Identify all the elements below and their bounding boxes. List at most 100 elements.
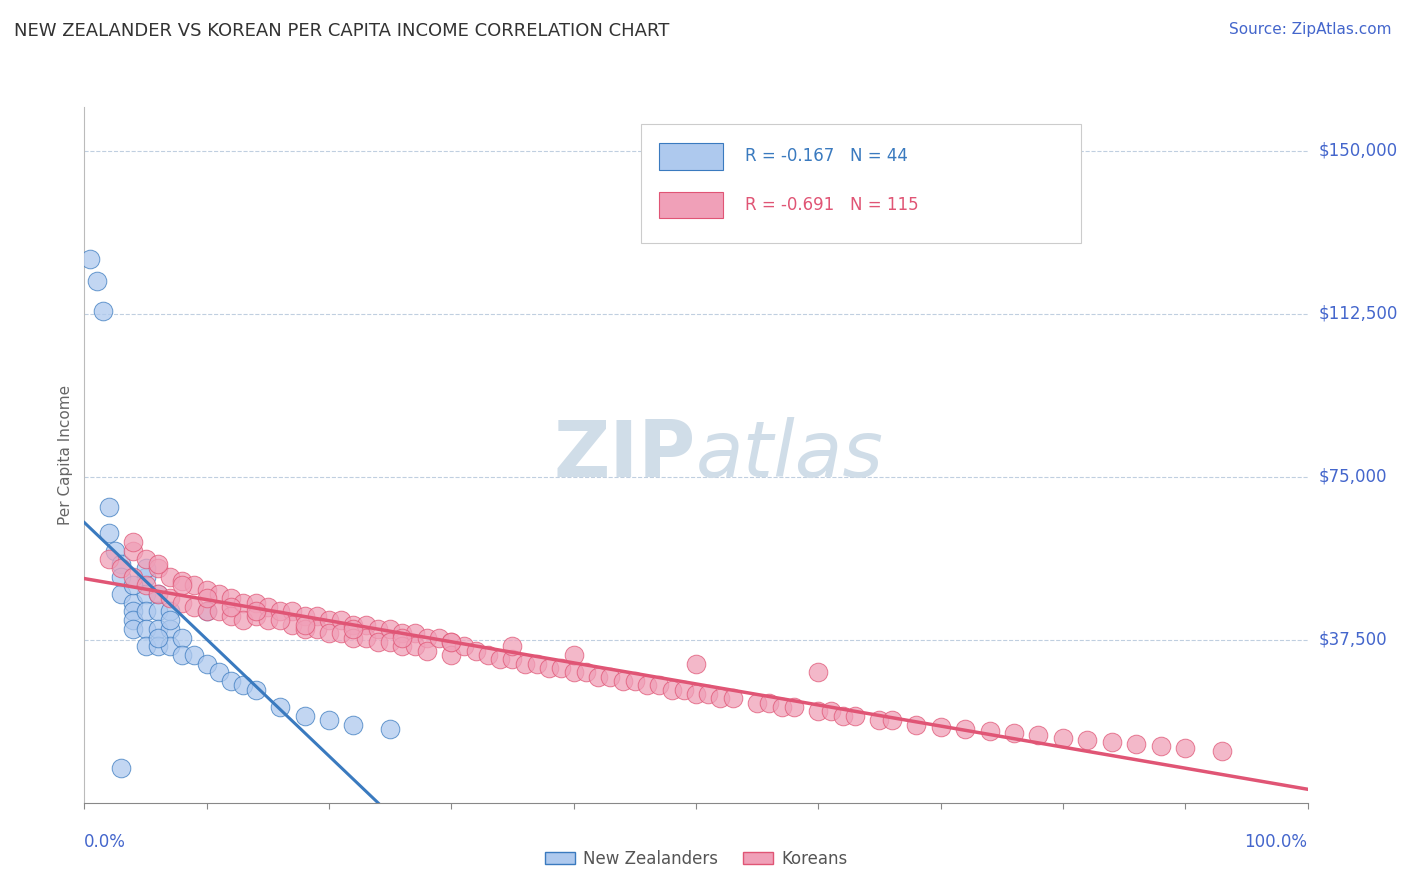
Point [1101, 735, 1123, 749]
Point [146, 557, 169, 571]
Point [110, 570, 132, 584]
Point [367, 635, 389, 649]
Point [562, 665, 585, 680]
Point [526, 657, 548, 671]
Point [440, 648, 463, 662]
Point [110, 557, 132, 571]
Point [195, 582, 218, 597]
Point [305, 608, 328, 623]
Point [1076, 732, 1098, 747]
Point [135, 561, 157, 575]
Point [183, 648, 205, 662]
Point [575, 665, 598, 680]
Point [562, 648, 585, 662]
Point [416, 631, 439, 645]
Point [380, 622, 402, 636]
Point [172, 574, 194, 588]
Point [599, 670, 621, 684]
Legend: New Zealanders, Koreans: New Zealanders, Koreans [538, 843, 853, 874]
Point [330, 613, 353, 627]
Point [685, 687, 707, 701]
Point [624, 674, 647, 689]
Point [208, 605, 231, 619]
Point [269, 700, 291, 714]
Point [404, 626, 426, 640]
Point [501, 639, 523, 653]
Point [1052, 731, 1074, 745]
Point [880, 713, 903, 727]
Point [697, 687, 720, 701]
Point [135, 570, 157, 584]
Point [159, 605, 181, 619]
Point [219, 591, 242, 606]
Point [135, 622, 157, 636]
Point [685, 657, 707, 671]
Text: $37,500: $37,500 [1319, 631, 1388, 648]
Point [1125, 737, 1147, 751]
Point [367, 622, 389, 636]
Point [648, 678, 671, 692]
Point [269, 605, 291, 619]
Point [195, 591, 218, 606]
Text: R = -0.167   N = 44: R = -0.167 N = 44 [745, 147, 908, 165]
Point [232, 678, 254, 692]
Point [159, 570, 181, 584]
Point [391, 631, 413, 645]
Text: $150,000: $150,000 [1319, 142, 1398, 160]
Point [110, 587, 132, 601]
Point [342, 631, 364, 645]
Text: atlas: atlas [696, 417, 884, 493]
Point [636, 678, 658, 692]
Point [318, 613, 340, 627]
FancyBboxPatch shape [641, 124, 1081, 243]
Point [513, 657, 536, 671]
Point [159, 613, 181, 627]
Point [391, 626, 413, 640]
Point [122, 535, 145, 549]
Point [195, 605, 218, 619]
Point [342, 717, 364, 731]
Point [294, 622, 316, 636]
Point [146, 631, 169, 645]
Point [183, 578, 205, 592]
Point [294, 617, 316, 632]
Point [721, 691, 744, 706]
Point [586, 670, 609, 684]
Point [97, 500, 120, 514]
Point [318, 713, 340, 727]
Point [1150, 739, 1173, 754]
Point [330, 626, 353, 640]
Point [104, 543, 127, 558]
Point [122, 622, 145, 636]
Point [807, 705, 830, 719]
Point [232, 596, 254, 610]
Point [281, 617, 304, 632]
Point [416, 643, 439, 657]
Point [953, 722, 976, 736]
Point [380, 722, 402, 736]
Point [172, 578, 194, 592]
Text: Source: ZipAtlas.com: Source: ZipAtlas.com [1229, 22, 1392, 37]
Point [550, 661, 572, 675]
Point [97, 552, 120, 566]
Point [905, 717, 928, 731]
Point [1211, 744, 1233, 758]
Point [391, 639, 413, 653]
Point [195, 657, 218, 671]
Point [404, 639, 426, 653]
Point [245, 596, 267, 610]
Text: 0.0%: 0.0% [84, 833, 127, 851]
Point [122, 543, 145, 558]
Point [110, 561, 132, 575]
Text: $75,000: $75,000 [1319, 467, 1388, 485]
Point [281, 605, 304, 619]
Point [208, 665, 231, 680]
Point [219, 600, 242, 615]
Point [672, 682, 695, 697]
Point [831, 708, 853, 723]
Point [97, 526, 120, 541]
Point [783, 700, 806, 714]
Point [219, 674, 242, 689]
Point [159, 639, 181, 653]
Point [146, 622, 169, 636]
